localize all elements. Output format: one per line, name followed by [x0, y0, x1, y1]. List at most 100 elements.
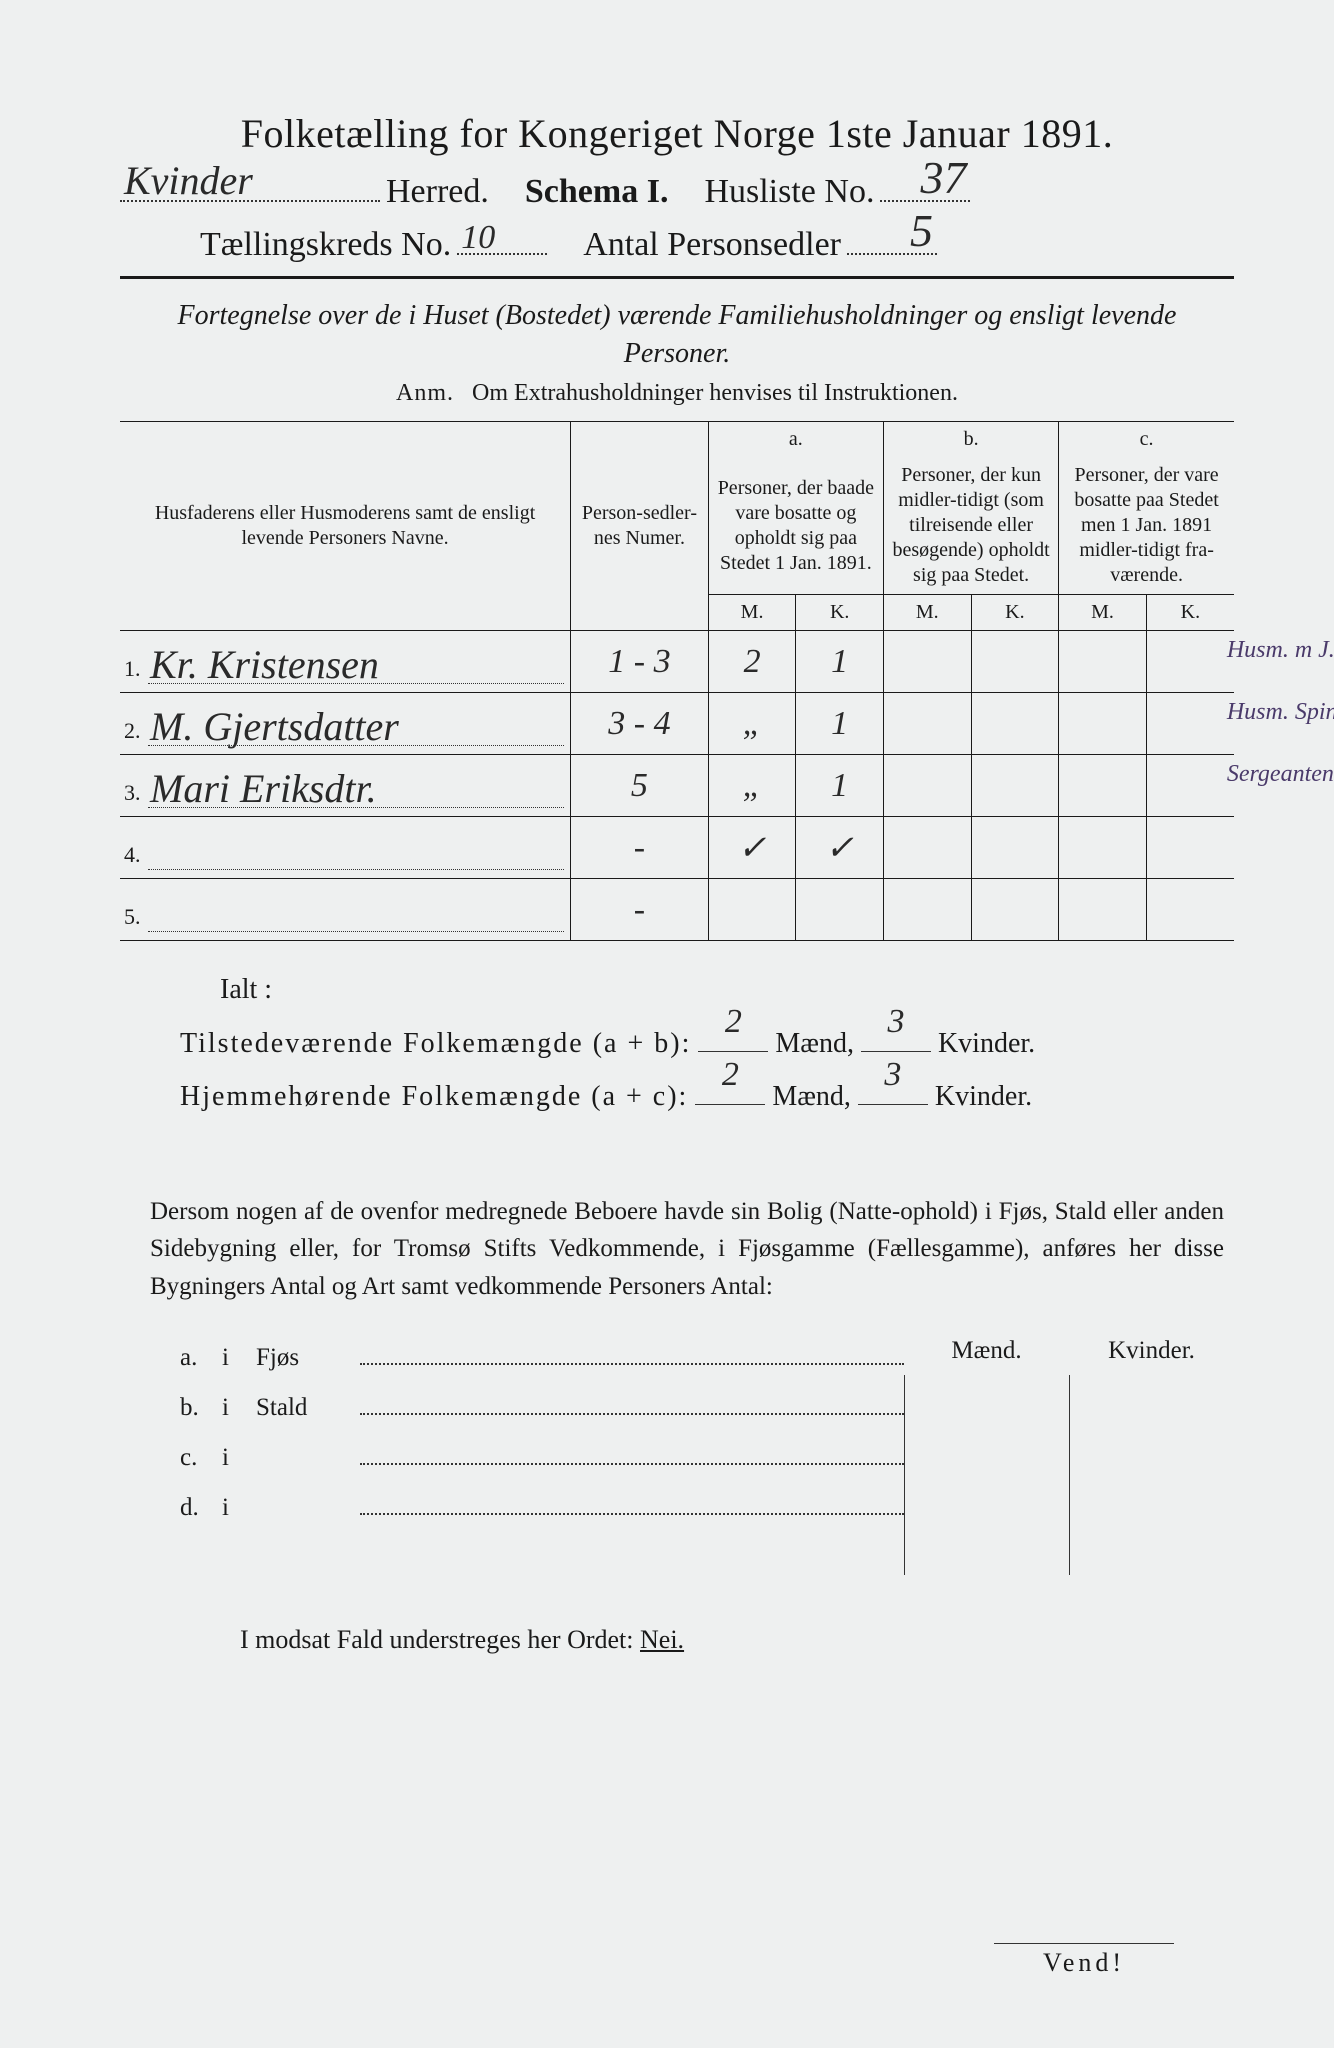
building-paragraph: Dersom nogen af de ovenfor medregnede Be…: [120, 1193, 1234, 1306]
antal-no: 5: [910, 204, 933, 257]
cell: [1059, 817, 1147, 879]
col-c-header: Personer, der vare bosatte paa Stedet me…: [1059, 457, 1234, 595]
c-m: M.: [1059, 595, 1147, 631]
divider: [120, 276, 1234, 279]
cell: [883, 755, 971, 817]
a-m: M.: [708, 595, 796, 631]
person-name: Mari Eriksdtr.: [150, 765, 377, 812]
totals-block: Ialt : Tilstedeværende Folkemængde (a + …: [120, 963, 1234, 1123]
building-table: Mænd. Kvinder.: [904, 1333, 1234, 1575]
person-name: Kr. Kristensen: [150, 641, 379, 688]
header-line-3: Tællingskreds No. 10 Antal Personsedler …: [120, 217, 1234, 263]
l2-k: 3: [884, 1043, 901, 1108]
cell: Sergeantenke helt Fat: [1146, 755, 1234, 817]
cell: ✓: [708, 817, 796, 879]
cell: Husm. m J.: [1146, 631, 1234, 693]
a-k: K.: [796, 595, 884, 631]
name-cell: 2.M. Gjertsdatter: [120, 693, 571, 755]
col-a-header: Personer, der baade vare bosatte og opho…: [708, 457, 883, 595]
cell: [883, 817, 971, 879]
cell: 1: [796, 755, 884, 817]
table-row: 2.M. Gjertsdatter3 - 4„1Husm. Spinding: [120, 693, 1234, 755]
col-num-header: Person-sedler-nes Numer.: [571, 422, 709, 631]
margin-note: Husm. m J.: [1227, 637, 1334, 663]
cell: [883, 879, 971, 941]
building-row: d.i: [180, 1483, 904, 1533]
cell: [1146, 817, 1234, 879]
anm-line: Anm. Om Extrahusholdninger henvises til …: [120, 380, 1234, 407]
cell: 5: [571, 755, 709, 817]
cell: [1146, 879, 1234, 941]
building-lines: a.iFjøsb.iStaldc.id.i: [180, 1333, 904, 1575]
row-index: 2.: [124, 718, 141, 744]
cell: [1059, 693, 1147, 755]
row-index: 1.: [124, 656, 141, 682]
cell: [971, 755, 1059, 817]
row-index: 3.: [124, 780, 141, 806]
cell: 3 - 4: [571, 693, 709, 755]
maend-1: Mænd,: [775, 1028, 854, 1059]
cell: 1: [796, 693, 884, 755]
cell: [883, 631, 971, 693]
building-row: c.i: [180, 1433, 904, 1483]
table-row: 4.-✓✓: [120, 817, 1234, 879]
row-index: 4.: [124, 842, 141, 868]
cell: [971, 817, 1059, 879]
nei-pre: I modsat Fald understreges her Ordet:: [240, 1625, 634, 1654]
col-b-top: b.: [883, 422, 1058, 458]
census-form-page: Folketælling for Kongeriget Norge 1ste J…: [0, 0, 1334, 2048]
bldg-hdr-k: Kvinder.: [1069, 1333, 1234, 1375]
cell: [1059, 755, 1147, 817]
col-a-top: a.: [708, 422, 883, 458]
cell: [1059, 879, 1147, 941]
cell: [971, 631, 1059, 693]
name-cell: 1. Kr. Kristensen: [120, 631, 571, 693]
col-b-header: Personer, der kun midler-tidigt (som til…: [883, 457, 1058, 595]
anm-label: Anm.: [396, 380, 454, 406]
herred-label: Herred.: [386, 173, 489, 211]
table-row: 1. Kr. Kristensen 1 - 321 Husm. m J.: [120, 631, 1234, 693]
cell: 1: [796, 631, 884, 693]
cell: -: [571, 879, 709, 941]
husliste-no: 37: [920, 151, 966, 204]
anm-text: Om Extrahusholdninger henvises til Instr…: [472, 380, 958, 406]
kvinder-2: Kvinder.: [935, 1081, 1032, 1112]
col-name-header: Husfaderens eller Husmoderens samt de en…: [120, 422, 571, 631]
cell: [796, 879, 884, 941]
totals-line-1: Tilstedeværende Folkemængde (a + b): 2 M…: [180, 1017, 1234, 1070]
nei-word: Nei.: [640, 1625, 684, 1654]
maend-2: Mænd,: [772, 1081, 851, 1112]
cell: [708, 879, 796, 941]
bldg-col-m: [905, 1375, 1070, 1575]
kvinder-1: Kvinder.: [938, 1028, 1035, 1059]
husliste-label: Husliste No.: [704, 173, 874, 211]
col-c-top: c.: [1059, 422, 1234, 458]
cell: 2: [708, 631, 796, 693]
margin-note: Sergeantenke helt Fat: [1227, 761, 1334, 787]
name-cell: 5.: [120, 879, 571, 941]
building-row: a.iFjøs: [180, 1333, 904, 1383]
totals-l2-label: Hjemmehørende Folkemængde (a + c):: [180, 1081, 688, 1112]
cell: 1 - 3: [571, 631, 709, 693]
ialt-label: Ialt :: [180, 963, 1234, 1016]
bldg-col-k: [1070, 1375, 1234, 1575]
totals-l1-label: Tilstedeværende Folkemængde (a + b):: [180, 1028, 691, 1059]
b-m: M.: [883, 595, 971, 631]
name-cell: 4.: [120, 817, 571, 879]
cell: [971, 879, 1059, 941]
kreds-label: Tællingskreds No.: [200, 226, 451, 264]
antal-label: Antal Personsedler: [583, 226, 841, 264]
totals-line-2: Hjemmehørende Folkemængde (a + c): 2 Mæn…: [180, 1070, 1234, 1123]
page-title: Folketælling for Kongeriget Norge 1ste J…: [120, 110, 1234, 157]
kreds-no: 10: [461, 219, 495, 257]
census-table: Husfaderens eller Husmoderens samt de en…: [120, 421, 1234, 941]
nei-line: I modsat Fald understreges her Ordet: Ne…: [120, 1625, 1234, 1655]
schema-label: Schema I.: [525, 173, 669, 211]
name-cell: 3. Mari Eriksdtr.: [120, 755, 571, 817]
cell: „: [708, 693, 796, 755]
cell: [883, 693, 971, 755]
table-row: 3.Mari Eriksdtr.5„1Sergeantenke helt Fat: [120, 755, 1234, 817]
row-index: 5.: [124, 904, 141, 930]
herred-value: Kvinder: [124, 157, 253, 204]
building-row: b.iStald: [180, 1383, 904, 1433]
